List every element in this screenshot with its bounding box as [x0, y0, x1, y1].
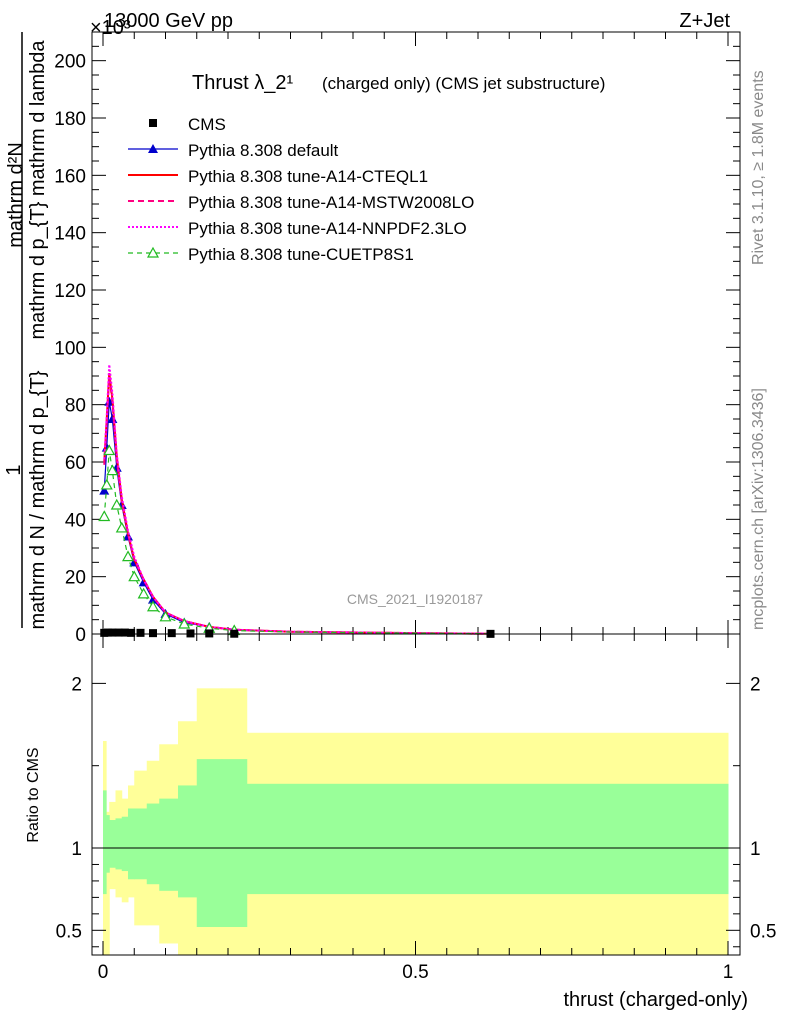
watermark: CMS_2021_I1920187	[347, 591, 483, 607]
ratio-x-tick-label: 0.5	[402, 962, 428, 983]
exponent-label: ×10³	[90, 17, 131, 39]
series-marker	[100, 478, 113, 490]
series-marker	[110, 498, 123, 510]
ratio-inner-band-bin	[146, 803, 160, 885]
legend-label: Pythia 8.308 tune-CUETP8S1	[188, 245, 414, 264]
ratio-inner-band-bin	[246, 783, 729, 895]
ratio-plot-panel: 0 0.5 1 0.5 0.5 1 1 2 2	[56, 633, 776, 983]
ratio-inner-band-bin	[106, 815, 110, 873]
ratio-inner-band-bin	[103, 790, 107, 895]
cms-data-point	[120, 628, 129, 637]
ratio-y-tick-label-right: 0.5	[750, 921, 776, 942]
main-y-tick-label: 0	[75, 625, 86, 646]
ratio-ylabel: Ratio to CMS	[25, 747, 42, 842]
header-right: Z+Jet	[679, 10, 730, 32]
main-y-tick-label: 80	[65, 396, 86, 417]
legend-label: Pythia 8.308 tune-A14-NNPDF2.3LO	[188, 219, 467, 238]
main-y-tick-label: 140	[54, 224, 86, 245]
main-y-tick-label: 180	[54, 109, 86, 130]
legend-marker	[148, 144, 158, 153]
series-marker	[99, 485, 110, 495]
main-plot-panel: 0 20 40 60 80 100 120 140 160 180 200	[54, 31, 741, 646]
ratio-inner-band-bin	[121, 816, 129, 872]
series-marker	[128, 570, 141, 582]
main-y-tick-label: 60	[65, 453, 86, 474]
ylabel-den: mathrm d p_{T} mathrm d lambda	[27, 40, 49, 340]
main-y-tick-label: 20	[65, 568, 86, 589]
ratio-x-tick-label: 1	[723, 962, 734, 983]
ratio-inner-band-bin	[159, 798, 179, 891]
ratio-inner-band-bin	[134, 808, 148, 880]
series-marker	[146, 600, 160, 612]
rivet-label: Rivet 3.1.10, ≥ 1.8M events	[750, 70, 767, 265]
cms-data-point	[149, 629, 157, 638]
ylabel-bottom: mathrm d N / mathrm d p_{T}	[27, 370, 49, 629]
ratio-outer-band-bin	[106, 811, 110, 955]
legend-label: Pythia 8.308 tune-A14-CTEQL1	[188, 167, 428, 186]
main-y-tick-label: 160	[54, 166, 86, 187]
ratio-inner-band-bin	[178, 785, 198, 898]
ratio-y-tick-label: 2	[71, 674, 82, 695]
ylabel-top: 1	[3, 464, 25, 475]
ratio-inner-band-bin	[115, 818, 123, 870]
cms-data-point	[205, 629, 214, 638]
ratio-inner-band-bin	[196, 759, 223, 928]
series-marker	[115, 521, 128, 533]
series-marker	[121, 550, 135, 562]
ratio-x-tick-label: 0	[98, 962, 109, 983]
plot-title: Thrust λ_2¹	[192, 72, 293, 94]
ratio-y-tick-label-right: 1	[750, 839, 761, 860]
main-y-tick-label: 100	[54, 338, 86, 359]
ylabel-num: mathrm d²N	[5, 142, 27, 248]
cms-data-point	[167, 629, 176, 638]
series-line	[103, 364, 491, 635]
header-left: 13000 GeV pp	[104, 10, 233, 32]
series-marker	[106, 464, 119, 476]
legend-marker	[146, 246, 160, 258]
cms-data-point	[114, 628, 123, 637]
cms-data-point	[136, 628, 145, 637]
plot-subtitle: (charged only) (CMS jet substructure)	[322, 74, 605, 93]
xlabel: thrust (charged-only)	[563, 989, 748, 1011]
legend-label: CMS	[188, 115, 226, 134]
series-marker	[178, 617, 191, 629]
cms-data-point	[186, 629, 195, 638]
series-marker	[159, 610, 172, 622]
main-y-tick-label: 200	[54, 52, 86, 73]
cms-data-point	[127, 628, 136, 637]
main-y-tick-label: 120	[54, 281, 86, 302]
ratio-y-tick-label: 0.5	[56, 921, 82, 942]
legend-marker	[149, 119, 157, 127]
series-line	[103, 450, 491, 635]
ratio-y-tick-label-right: 2	[750, 674, 761, 695]
series-marker	[103, 444, 116, 456]
ratio-inner-band-bin	[221, 759, 248, 928]
legend: CMS Pythia 8.308 default Pythia 8.308 tune…	[128, 115, 474, 264]
mcplots-label: mcplots.cern.ch [arXiv:1306.3436]	[750, 388, 767, 630]
legend-label: Pythia 8.308 default	[188, 141, 339, 160]
legend-label: Pythia 8.308 tune-A14-MSTW2008LO	[188, 193, 474, 212]
ratio-inner-band-bin	[109, 820, 116, 868]
ratio-inner-band-bin	[128, 808, 135, 880]
main-y-tick-label: 40	[65, 510, 86, 531]
series-marker	[98, 510, 111, 522]
cms-data-point	[108, 628, 117, 637]
series-marker	[137, 587, 150, 599]
ratio-y-tick-label: 1	[71, 839, 82, 860]
cms-data-point	[104, 628, 112, 637]
